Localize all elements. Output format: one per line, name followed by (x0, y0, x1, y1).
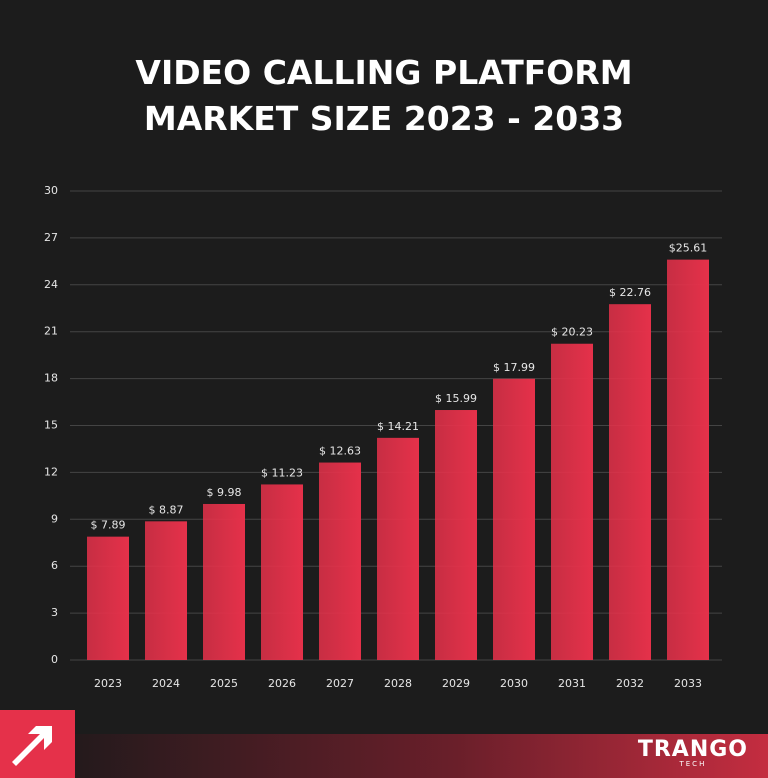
bar (87, 536, 129, 660)
chart-title: VIDEO CALLING PLATFORM MARKET SIZE 2023 … (135, 53, 633, 138)
chart: 0 3 6 9 12 15 18 21 24 27 30 2023 $ 7.89 2024 $ 8.87 20… (44, 184, 722, 690)
y-tick-label: 9 (51, 512, 58, 525)
value-label: $ 8.87 (149, 503, 184, 516)
value-label: $ 17.99 (493, 361, 535, 374)
y-tick-label: 3 (51, 606, 58, 619)
value-label: $25.61 (669, 242, 708, 255)
value-label: $ 9.98 (207, 486, 242, 499)
brand-name: TRANGO (637, 737, 748, 762)
value-label: $ 7.89 (91, 519, 126, 532)
value-label: $ 22.76 (609, 286, 651, 299)
bar (261, 484, 303, 660)
bar (145, 521, 187, 660)
x-tick-label: 2024 (152, 677, 180, 690)
value-label: $ 15.99 (435, 392, 477, 405)
x-tick-label: 2030 (500, 677, 528, 690)
y-tick-label: 15 (44, 419, 58, 432)
y-tick-label: 12 (44, 465, 58, 478)
x-tick-label: 2025 (210, 677, 238, 690)
x-tick-label: 2023 (94, 677, 122, 690)
footer-bar (75, 734, 768, 778)
x-tick-label: 2031 (558, 677, 586, 690)
value-label: $ 14.21 (377, 420, 419, 433)
value-label: $ 20.23 (551, 326, 593, 339)
y-tick-label: 24 (44, 278, 58, 291)
bar (203, 503, 245, 660)
bar (493, 378, 535, 660)
brand: TRANGO TECH (638, 737, 748, 768)
value-label: $ 11.23 (261, 466, 303, 479)
value-label: $ 12.63 (319, 445, 361, 458)
bar (551, 343, 593, 660)
x-tick-label: 2026 (268, 677, 296, 690)
x-tick-label: 2032 (616, 677, 644, 690)
y-tick-label: 27 (44, 231, 58, 244)
bar (667, 259, 709, 660)
logo (0, 710, 75, 778)
x-tick-label: 2029 (442, 677, 470, 690)
x-tick-label: 2028 (384, 677, 412, 690)
bar (435, 410, 477, 660)
y-tick-label: 0 (51, 653, 58, 666)
bar (377, 437, 419, 660)
x-tick-label: 2027 (326, 677, 354, 690)
brand-sub: TECH (679, 760, 707, 768)
bar (609, 304, 651, 660)
y-tick-label: 18 (44, 372, 58, 385)
y-tick-label: 30 (44, 184, 58, 197)
x-tick-label: 2033 (674, 677, 702, 690)
y-tick-label: 21 (44, 325, 58, 338)
y-tick-label: 6 (51, 559, 58, 572)
bar (319, 462, 361, 660)
